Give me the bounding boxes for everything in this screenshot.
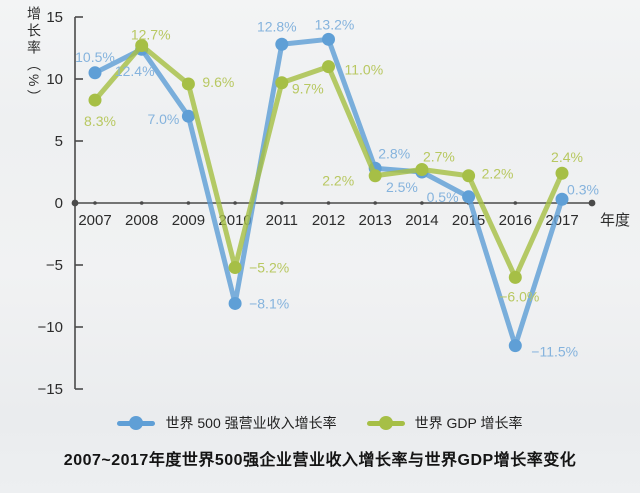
x-tick-label: 2013 [359, 212, 392, 229]
x-axis-dot [326, 201, 331, 205]
data-label: 0.5% [427, 189, 459, 205]
x-tick-label: 2009 [172, 212, 205, 229]
x-tick-label: 2017 [545, 212, 578, 229]
x-axis-title: 年度 [600, 212, 630, 229]
x-axis-dot [280, 201, 284, 205]
data-label: −6.0% [499, 288, 539, 304]
data-point [462, 190, 476, 204]
x-axis-dot [186, 201, 191, 205]
x-axis-dot [233, 201, 237, 205]
data-labels-revenue: 10.5%12.4% 7.0% −8.1% 12.8% 13.2% 2.8% 2.5% 0.5… [75, 16, 599, 359]
data-point [88, 66, 102, 80]
series-revenue [88, 32, 569, 353]
data-label: 12.4% [115, 63, 155, 79]
x-tick-label: 2008 [125, 212, 158, 229]
y-tick-label: −15 [38, 381, 63, 398]
data-label: 2.7% [423, 149, 455, 165]
data-point [228, 260, 242, 274]
data-label: 10.5% [75, 49, 115, 65]
data-label: 8.3% [84, 113, 116, 129]
legend-label-gdp: 世界 GDP 增长率 [414, 415, 523, 431]
legend-dot-blue-icon [129, 416, 144, 430]
y-tick-label: 15 [46, 9, 63, 26]
data-label: 11.0% [345, 62, 384, 78]
legend-label-revenue: 世界 500 强营业收入增长率 [165, 415, 337, 431]
legend-marker-green-icon [366, 416, 405, 430]
x-axis-dot [420, 201, 424, 205]
data-label: 0.3% [567, 181, 599, 197]
data-point [508, 270, 522, 284]
x-tick-label: 2016 [499, 212, 532, 229]
x-axis-dot [513, 201, 518, 205]
legend: 世界 500 强营业收入增长率 世界 GDP 增长率 [0, 410, 640, 436]
data-point [88, 93, 102, 107]
y-tick-label: 5 [55, 133, 63, 150]
data-point [462, 169, 476, 183]
x-tick-label: 2014 [405, 212, 438, 229]
x-tick-label: 2007 [78, 212, 111, 229]
y-axis-title: 增长率（%） [26, 6, 42, 107]
x-tick-label: 2011 [266, 212, 298, 229]
data-label: 2.8% [378, 145, 410, 161]
data-labels-gdp: 8.3% 12.7% 9.6% −5.2% 9.7% 11.0% 2.2% 2.7% 2.2% −… [84, 27, 583, 305]
data-point [508, 339, 522, 353]
legend-dot-green-icon [378, 416, 393, 430]
data-label: 2.5% [386, 179, 418, 195]
y-tick-label: 0 [55, 195, 63, 212]
x-tick-label: 2012 [312, 212, 345, 229]
data-point [135, 39, 149, 53]
y-tick-label: 10 [46, 71, 63, 88]
y-tick-label: −10 [38, 319, 63, 336]
data-label: 9.7% [292, 81, 324, 97]
data-point [555, 166, 569, 180]
data-point [275, 76, 289, 90]
data-point [322, 32, 335, 46]
series-gdp [88, 39, 569, 284]
data-label: 9.6% [202, 74, 234, 90]
data-point [555, 192, 569, 206]
data-point [275, 37, 289, 51]
data-label: 13.2% [315, 16, 355, 32]
y-axis: 15 10 5 0 −5 −10 −15 [38, 9, 83, 398]
data-label: −5.2% [249, 259, 289, 275]
legend-marker-blue-icon [117, 416, 156, 430]
line-chart: 增长率（%） 15 10 5 0 −5 −10 −15 2007 2008 2009 2010 201… [26, 6, 630, 398]
data-point [415, 163, 429, 177]
x-axis-dot [139, 201, 144, 205]
data-label: 2.4% [551, 149, 583, 165]
data-label: 12.7% [131, 27, 171, 43]
data-point [228, 296, 242, 310]
data-label: 2.2% [482, 166, 514, 182]
data-label: 12.8% [257, 18, 297, 34]
legend-item-revenue: 世界 500 强营业收入增长率 [117, 413, 337, 433]
x-axis-dot [373, 201, 378, 205]
data-point [322, 60, 335, 74]
data-label: 7.0% [147, 111, 179, 127]
data-point [368, 169, 382, 183]
plot-area: 15 10 5 0 −5 −10 −15 2007 2008 2009 2010 2011 2012 20… [38, 9, 630, 398]
data-label: −8.1% [249, 295, 289, 311]
data-label: 2.2% [322, 173, 354, 189]
data-point [181, 77, 195, 91]
data-point [181, 109, 195, 123]
legend-item-gdp: 世界 GDP 增长率 [366, 413, 523, 433]
data-label: −11.5% [531, 344, 578, 360]
x-axis-dot [93, 201, 97, 205]
chart-title: 2007~2017年度世界500强企业营业收入增长率与世界GDP增长率变化 [63, 452, 577, 469]
y-tick-label: −5 [46, 257, 63, 274]
